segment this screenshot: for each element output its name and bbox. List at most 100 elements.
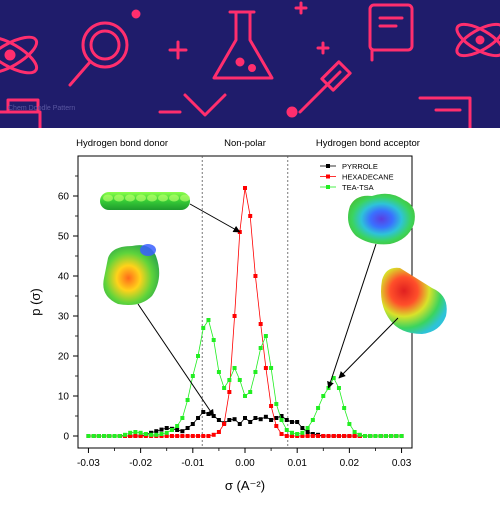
- data-point: [206, 434, 211, 438]
- data-point: [253, 416, 258, 420]
- data-point: [258, 346, 263, 350]
- pyrrole-molecule: [103, 244, 160, 305]
- plus-icon: [316, 41, 330, 55]
- data-point: [216, 370, 221, 374]
- data-point: [190, 374, 195, 378]
- data-point: [237, 422, 242, 426]
- molecule-insets: [100, 192, 447, 417]
- data-point: [180, 416, 185, 420]
- data-point: [143, 432, 148, 436]
- data-point: [279, 414, 284, 418]
- data-point: [258, 417, 263, 422]
- flask-icon: [212, 10, 274, 80]
- header-banner: Chem Doodle Pattern: [0, 0, 500, 128]
- data-point: [263, 366, 268, 370]
- data-point: [222, 386, 227, 390]
- data-point: [133, 434, 138, 438]
- data-point: [206, 412, 211, 416]
- magnifier-icon: [68, 21, 129, 87]
- data-point: [232, 314, 237, 318]
- data-point: [279, 432, 284, 436]
- data-point: [389, 434, 394, 438]
- x-axis-label: σ (A⁻²): [225, 478, 265, 493]
- data-point: [185, 426, 190, 430]
- y-tick-label: 60: [58, 192, 70, 203]
- data-point: [326, 434, 331, 438]
- tea-tsa-complex-surface: [381, 267, 447, 334]
- data-point: [185, 434, 190, 438]
- arrow: [189, 203, 241, 233]
- data-point: [91, 434, 96, 438]
- data-point: [363, 434, 368, 438]
- x-tick-label: 0.01: [287, 458, 307, 469]
- data-point: [164, 426, 169, 430]
- x-tick-label: 0.02: [340, 458, 360, 469]
- data-point: [175, 424, 180, 428]
- data-point: [164, 430, 169, 435]
- data-point: [305, 426, 310, 430]
- data-point: [284, 418, 289, 422]
- pipette-icon: [298, 60, 352, 114]
- data-point: [316, 434, 321, 438]
- data-point: [154, 432, 159, 437]
- hexadecane-bump: [147, 194, 157, 202]
- region-label: Hydrogen bond acceptor: [316, 138, 420, 149]
- data-point: [190, 422, 195, 426]
- arrow: [137, 303, 215, 417]
- data-point: [357, 432, 362, 437]
- pen-icon: [418, 96, 472, 128]
- y-tick-label: 50: [58, 232, 70, 243]
- x-tick-label: 0.00: [235, 458, 255, 469]
- test-tube-icon: [0, 98, 42, 128]
- data-point: [289, 420, 294, 424]
- data-point: [232, 366, 237, 370]
- data-point: [128, 434, 133, 438]
- legend-marker: [326, 185, 330, 189]
- data-point: [154, 429, 159, 434]
- data-point: [138, 434, 143, 438]
- region-label: Non-polar: [224, 138, 266, 149]
- data-point: [248, 214, 253, 218]
- chart-area: Hydrogen bond donor Non-polar Hydrogen bon…: [0, 128, 500, 500]
- hexadecane-bump: [158, 194, 168, 202]
- data-point: [196, 354, 201, 358]
- plus-icon: [294, 1, 308, 15]
- data-point: [243, 394, 247, 398]
- data-point: [284, 428, 289, 432]
- data-point: [112, 434, 117, 438]
- data-point: [159, 427, 164, 432]
- data-point: [169, 428, 174, 432]
- data-point: [336, 386, 341, 390]
- pyrrole-surface: [103, 245, 160, 305]
- data-point: [164, 434, 169, 438]
- data-point: [305, 434, 310, 438]
- legend-label: HEXADECANE: [342, 173, 394, 182]
- data-point: [211, 338, 216, 342]
- data-point: [133, 430, 138, 434]
- data-point: [227, 378, 232, 382]
- hexadecane-bump: [125, 194, 135, 202]
- data-point: [138, 430, 143, 435]
- hexadecane-bump: [169, 194, 179, 202]
- data-point: [102, 434, 107, 438]
- data-point: [310, 434, 315, 438]
- data-point: [196, 434, 201, 438]
- data-point: [253, 370, 258, 374]
- data-point: [394, 434, 399, 438]
- data-point: [263, 414, 268, 419]
- x-tick-label: -0.02: [129, 458, 152, 469]
- data-point: [347, 422, 352, 426]
- data-point: [222, 422, 227, 426]
- y-tick-label: 0: [63, 432, 69, 443]
- legend-label: TEA-TSA: [342, 183, 374, 192]
- banner-caption: Chem Doodle Pattern: [8, 105, 76, 112]
- data-point: [347, 434, 352, 438]
- data-point: [300, 430, 305, 435]
- hexadecane-bump: [114, 194, 124, 202]
- dot-icon: [131, 9, 141, 19]
- legend-label: PYRROLE: [342, 162, 378, 171]
- data-point: [399, 434, 404, 438]
- y-tick-label: 10: [58, 392, 70, 403]
- data-point: [331, 376, 336, 380]
- chemistry-doodle-pattern: [0, 1, 500, 128]
